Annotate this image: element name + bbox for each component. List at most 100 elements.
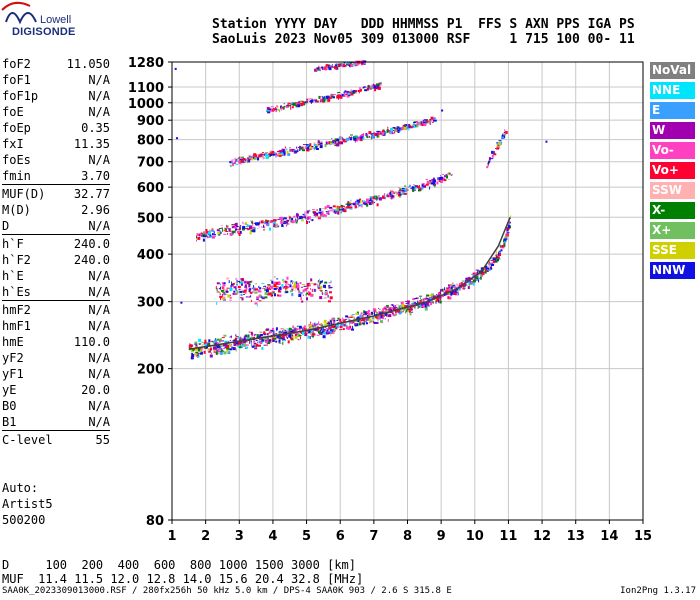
echo-point bbox=[425, 298, 428, 300]
echo-point bbox=[282, 341, 284, 345]
echo-point bbox=[408, 309, 411, 313]
echo-point bbox=[368, 318, 372, 322]
echo-point bbox=[428, 120, 432, 122]
echo-point bbox=[235, 277, 237, 280]
echo-point bbox=[335, 66, 339, 70]
echo-point bbox=[198, 347, 200, 350]
x-tick-label: 6 bbox=[336, 529, 345, 544]
echo-point bbox=[332, 94, 336, 96]
echo-point bbox=[316, 100, 319, 103]
echo-point bbox=[245, 158, 248, 161]
echo-point bbox=[448, 292, 451, 295]
echo-point bbox=[286, 150, 289, 154]
echo-point bbox=[378, 197, 382, 201]
y-tick-label: 1280 bbox=[128, 56, 164, 71]
param-value: 3.70 bbox=[81, 169, 110, 183]
echo-point bbox=[363, 310, 366, 314]
echo-point bbox=[399, 188, 401, 190]
echo-point bbox=[491, 154, 494, 158]
echo-point bbox=[430, 116, 434, 120]
echo-point bbox=[412, 124, 416, 128]
echo-point bbox=[377, 85, 379, 89]
echo-point bbox=[220, 289, 224, 292]
echo-point bbox=[450, 286, 453, 290]
echo-point bbox=[386, 129, 389, 131]
muf-table: D 100 200 400 600 800 1000 1500 3000 [km… bbox=[2, 558, 363, 586]
divider bbox=[2, 300, 110, 301]
echo-point bbox=[282, 217, 284, 221]
echo-point bbox=[226, 228, 227, 231]
parameter-table: foF2 11.050 foF1 N/A foF1p N/A foE N/A foEp 0.35 f… bbox=[2, 56, 110, 448]
echo-point bbox=[273, 108, 275, 109]
echo-point bbox=[263, 224, 265, 228]
echo-point bbox=[439, 300, 442, 304]
echo-point bbox=[310, 332, 312, 335]
echo-point bbox=[215, 351, 218, 355]
echo-point bbox=[384, 193, 386, 196]
fit-curve bbox=[188, 217, 511, 350]
echo-point bbox=[273, 223, 276, 227]
echo-point bbox=[275, 110, 277, 113]
echo-point bbox=[417, 302, 420, 305]
echo-point bbox=[238, 281, 240, 282]
echo-point bbox=[253, 153, 257, 157]
echo-point bbox=[292, 149, 294, 152]
echo-point bbox=[349, 91, 351, 93]
echo-point bbox=[371, 311, 373, 315]
echo-point bbox=[414, 306, 415, 309]
echo-point bbox=[261, 346, 264, 350]
echo-point bbox=[328, 327, 332, 330]
echo-point bbox=[222, 284, 226, 287]
echo-point bbox=[399, 129, 401, 132]
echo-point bbox=[225, 346, 227, 349]
echo-point bbox=[361, 315, 364, 317]
echo-point bbox=[371, 84, 374, 88]
echo-point bbox=[382, 132, 385, 135]
echo-point bbox=[274, 287, 278, 289]
echo-point bbox=[244, 228, 248, 230]
echo-point bbox=[221, 350, 225, 352]
echo-point bbox=[279, 330, 281, 333]
echo-point bbox=[279, 218, 283, 221]
echo-point bbox=[218, 228, 222, 229]
echo-point bbox=[289, 147, 291, 149]
param-row: yE 20.0 bbox=[2, 382, 110, 398]
echo-point bbox=[292, 102, 296, 106]
echo-point bbox=[262, 341, 263, 344]
echo-point bbox=[365, 319, 369, 321]
echo-point bbox=[344, 138, 346, 140]
echo-point bbox=[301, 286, 304, 288]
echo-point bbox=[236, 337, 240, 339]
echo-point bbox=[426, 119, 428, 122]
echo-point bbox=[401, 191, 404, 195]
echo-point bbox=[253, 154, 257, 157]
echo-point bbox=[272, 291, 275, 293]
echo-point bbox=[507, 228, 510, 231]
echo-point bbox=[351, 314, 355, 316]
echo-point bbox=[296, 281, 297, 284]
echo-point bbox=[276, 106, 279, 108]
echo-point bbox=[329, 208, 333, 210]
echo-point bbox=[265, 289, 269, 293]
divider bbox=[2, 184, 110, 185]
echo-point bbox=[331, 138, 333, 140]
echo-point bbox=[250, 336, 253, 339]
y-tick-label: 500 bbox=[137, 211, 164, 226]
param-value: 55 bbox=[95, 433, 110, 447]
echo-point bbox=[281, 335, 284, 338]
echo-point bbox=[294, 150, 298, 153]
echo-point bbox=[426, 120, 429, 122]
echo-point bbox=[302, 144, 306, 146]
echo-point bbox=[312, 325, 314, 329]
echo-point bbox=[348, 136, 350, 139]
echo-point bbox=[233, 344, 236, 346]
echo-point bbox=[432, 296, 436, 300]
echo-point bbox=[261, 153, 263, 154]
echo-point bbox=[425, 183, 429, 186]
echo-point bbox=[373, 85, 377, 89]
echo-point bbox=[283, 340, 286, 341]
echo-point bbox=[398, 305, 400, 309]
echo-point bbox=[305, 147, 307, 149]
echo-point bbox=[281, 152, 284, 155]
echo-point bbox=[340, 204, 343, 207]
